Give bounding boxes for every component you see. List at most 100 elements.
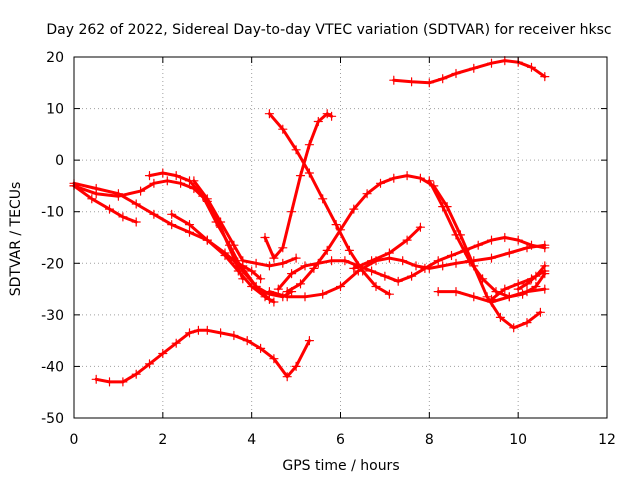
data-point — [478, 274, 488, 284]
data-point — [251, 258, 261, 268]
data-point — [384, 248, 394, 258]
series-s4 — [260, 109, 337, 263]
data-point — [273, 284, 283, 294]
data-point — [446, 250, 457, 261]
y-tick-label: 0 — [55, 153, 64, 169]
data-point — [438, 202, 448, 212]
data-point — [540, 261, 550, 271]
series-s11 — [167, 209, 279, 307]
data-point — [402, 235, 412, 245]
data-point — [202, 235, 212, 245]
data-point — [451, 287, 461, 297]
data-point — [202, 194, 212, 204]
data-point — [469, 292, 479, 302]
data-point — [451, 68, 461, 79]
data-point — [104, 204, 115, 214]
data-point — [131, 199, 141, 209]
data-point — [184, 328, 195, 338]
data-point — [158, 168, 168, 178]
series-line — [392, 59, 547, 85]
data-point — [216, 217, 226, 227]
data-point — [118, 377, 128, 387]
data-point — [526, 240, 537, 250]
data-point — [486, 294, 497, 304]
data-point — [291, 361, 301, 371]
data-point — [407, 77, 417, 87]
data-point — [229, 256, 239, 266]
data-point — [335, 281, 346, 292]
series-line — [170, 212, 276, 304]
data-point — [269, 354, 279, 364]
series-s3 — [264, 109, 394, 299]
data-point — [464, 256, 474, 266]
data-point — [362, 189, 372, 199]
data-point — [184, 227, 195, 237]
data-point — [322, 245, 332, 255]
data-point — [509, 323, 519, 333]
data-point — [104, 377, 115, 387]
y-tick-label: -40 — [41, 359, 64, 375]
data-point — [540, 243, 550, 253]
series-line — [232, 259, 263, 281]
series-line — [148, 171, 294, 299]
data-point — [367, 256, 377, 266]
data-point — [340, 256, 350, 266]
series-s19 — [513, 261, 550, 294]
x-tick-label: 12 — [598, 432, 616, 448]
data-point — [304, 168, 314, 178]
data-point — [300, 261, 310, 271]
data-point — [375, 178, 386, 188]
data-point — [438, 74, 448, 84]
series-s12 — [229, 256, 266, 284]
x-tick-label: 6 — [336, 432, 345, 448]
y-tick-labels: -50 -40 -30 -20 -10 0 10 20 — [41, 50, 64, 427]
data-point — [313, 116, 323, 127]
series-s2 — [91, 325, 314, 387]
data-point — [389, 75, 399, 85]
data-point — [291, 253, 301, 263]
data-point — [371, 281, 381, 292]
data-point — [327, 256, 337, 266]
data-point — [295, 279, 306, 289]
y-tick-label: -50 — [41, 411, 64, 427]
data-point — [411, 261, 421, 271]
data-point — [495, 312, 505, 322]
data-point — [184, 220, 195, 230]
data-point — [282, 287, 292, 297]
x-tick-label: 2 — [158, 432, 167, 448]
data-point — [229, 240, 239, 250]
data-point — [193, 325, 203, 335]
data-point — [202, 325, 212, 335]
data-point — [415, 222, 425, 232]
data-point — [216, 328, 226, 338]
data-point — [513, 235, 523, 245]
series-line — [72, 179, 245, 281]
data-point — [309, 263, 319, 273]
series-line — [72, 181, 271, 301]
data-point — [500, 232, 510, 243]
data-point — [278, 292, 288, 302]
data-point — [238, 261, 248, 271]
data-point — [398, 256, 408, 266]
data-point — [171, 338, 181, 348]
data-point — [171, 171, 181, 181]
data-point — [269, 297, 279, 307]
series-layer — [69, 56, 550, 387]
x-axis-label: GPS time / hours — [282, 458, 399, 474]
data-point — [295, 171, 306, 181]
data-point — [304, 336, 314, 346]
data-point — [278, 124, 288, 134]
data-point — [176, 178, 186, 188]
data-point — [131, 217, 141, 227]
data-point — [367, 266, 377, 276]
data-point — [233, 266, 243, 276]
x-tick-label: 10 — [509, 432, 527, 448]
data-point — [260, 292, 270, 302]
y-axis-label: SDTVAR / TECUs — [8, 182, 24, 297]
data-point — [486, 253, 497, 263]
data-point — [118, 212, 128, 222]
data-point — [229, 330, 239, 341]
data-point — [242, 336, 252, 346]
data-point — [513, 284, 523, 294]
